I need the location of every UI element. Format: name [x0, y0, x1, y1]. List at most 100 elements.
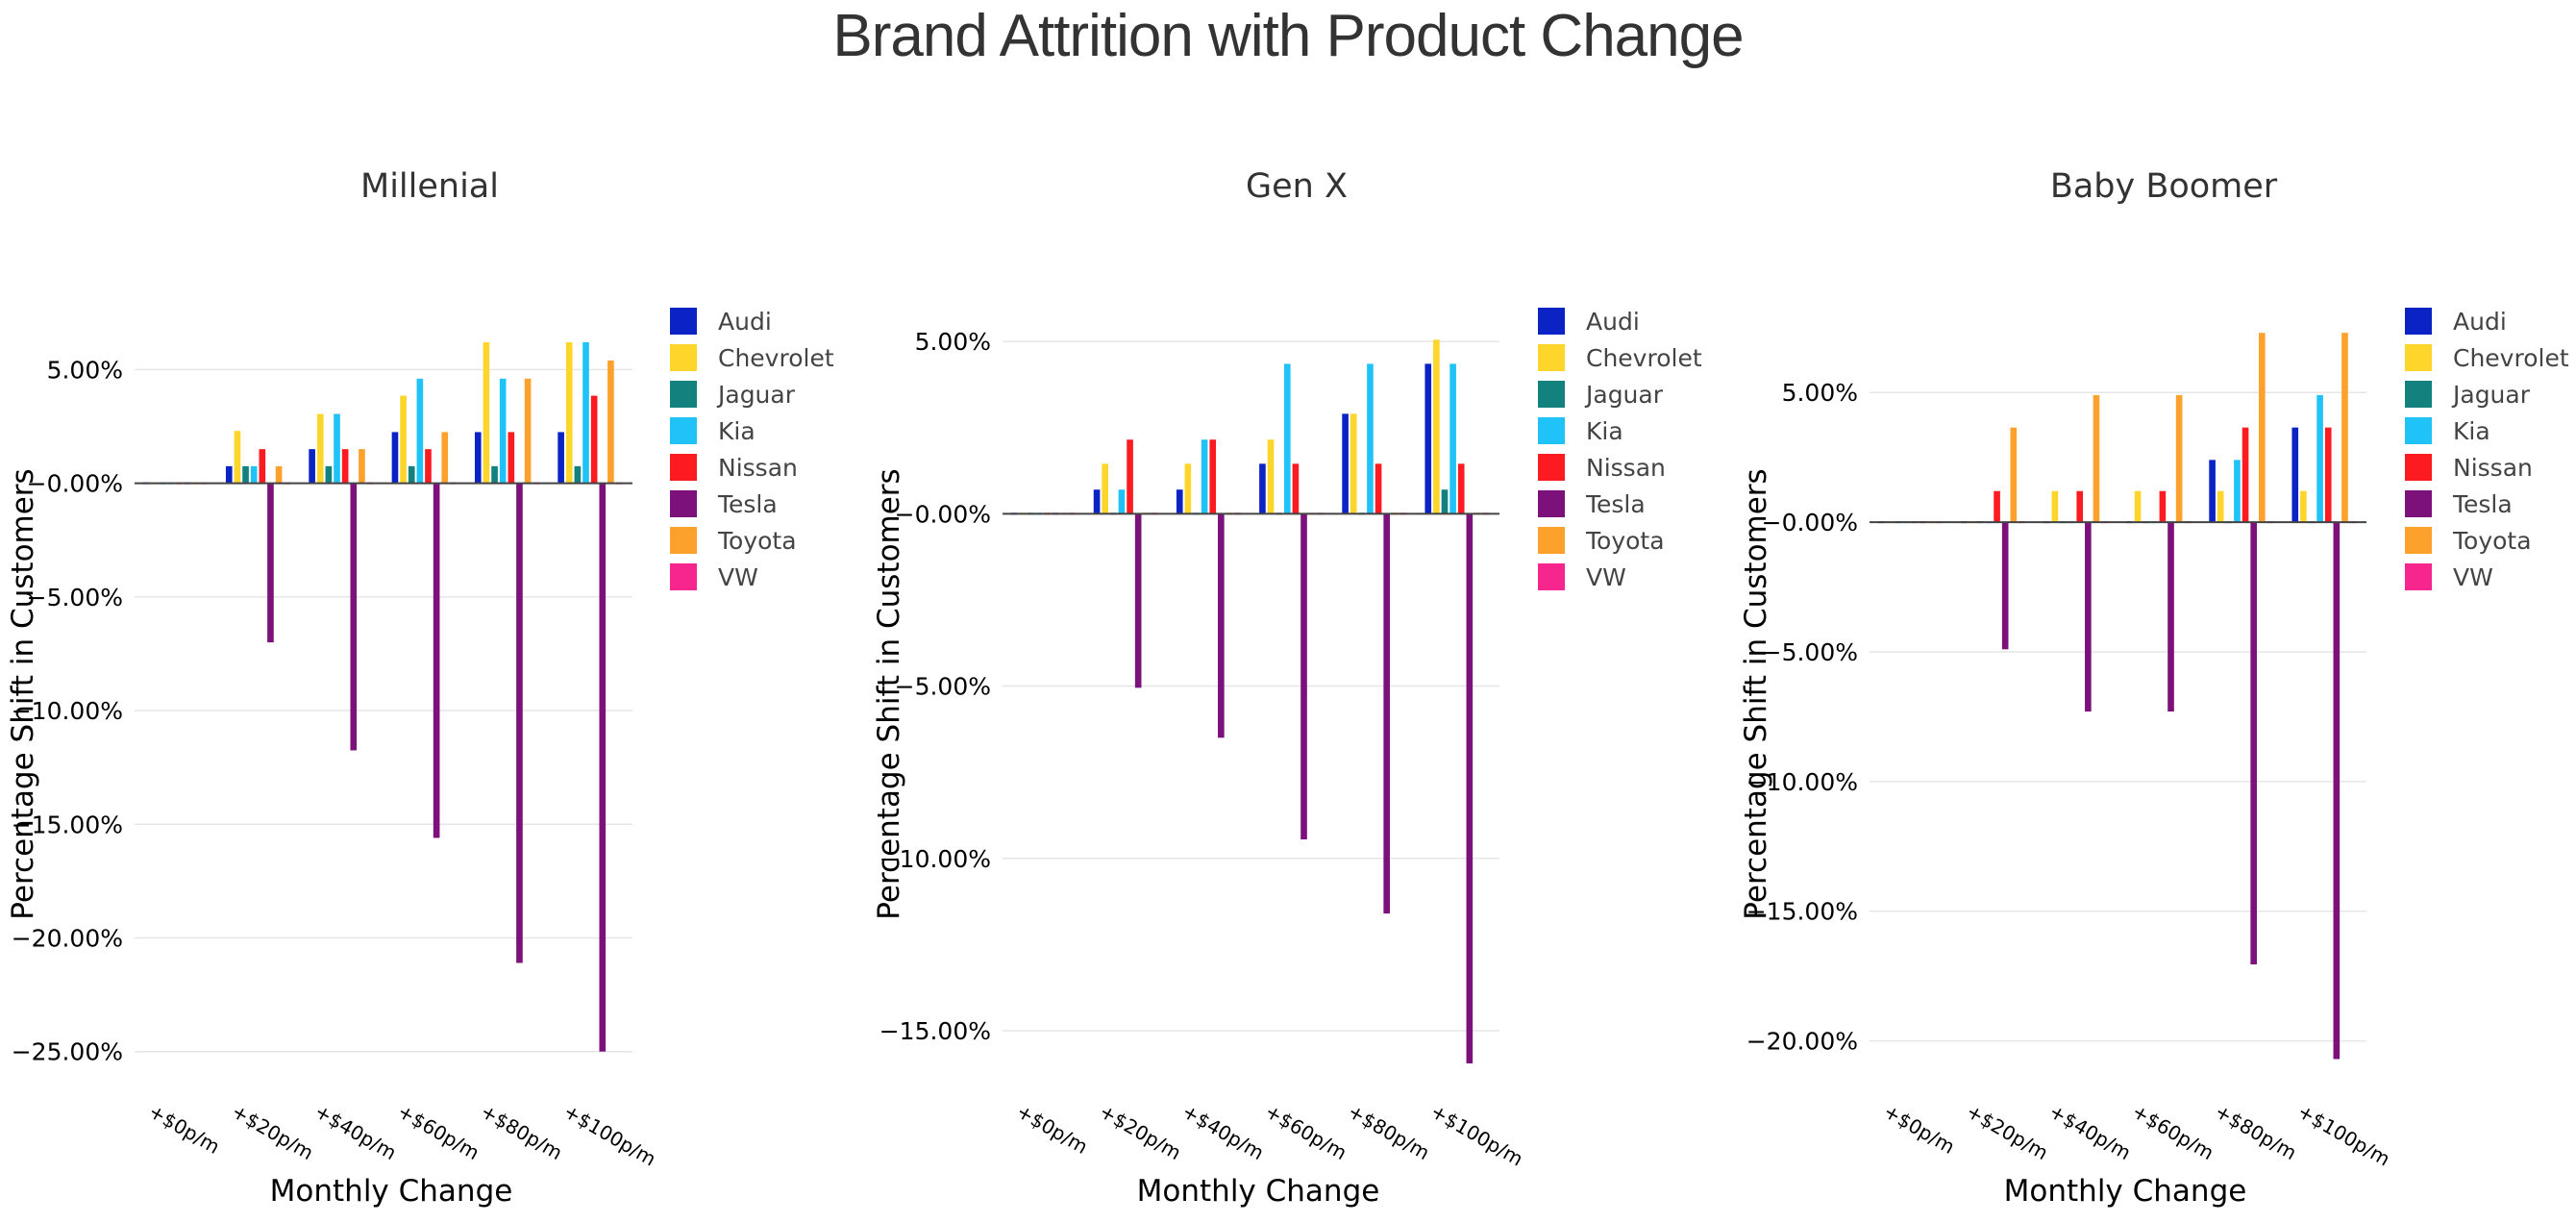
x-tick-label: +$0p/m [1013, 1100, 1092, 1159]
legend-swatch-chevrolet [2405, 344, 2432, 371]
bar-tesla [2250, 522, 2257, 965]
legend-label-kia: Kia [2453, 417, 2490, 445]
x-tick-label: +$40p/m [1178, 1100, 1268, 1165]
x-tick-label: +$80p/m [1344, 1100, 1433, 1165]
legend-swatch-kia [670, 417, 697, 444]
legend-swatch-toyota [670, 527, 697, 554]
bar-tesla [2167, 522, 2174, 712]
y-tick-label: −20.00% [1746, 1028, 1858, 1056]
legend-label-toyota: Toyota [717, 527, 797, 555]
bar-kia [1449, 363, 1456, 514]
bar-jaguar [574, 465, 582, 484]
legend-label-jaguar: Jaguar [1584, 381, 1664, 409]
y-tick-label: 5.00% [1782, 379, 1858, 407]
bar-nissan [2076, 490, 2084, 523]
bar-chevrolet [2051, 490, 2059, 523]
bar-audi [1259, 463, 1266, 514]
bar-kia [1283, 363, 1291, 514]
y-tick-label: −20.00% [12, 924, 123, 952]
bar-chevrolet [400, 395, 407, 484]
bar-kia [582, 342, 589, 484]
bar-tesla [1218, 513, 1225, 738]
y-tick-label: −0.00% [27, 470, 123, 498]
bar-toyota [607, 360, 614, 484]
bar-audi [1176, 489, 1183, 514]
bar-toyota [2093, 394, 2100, 523]
legend-label-vw: VW [1586, 563, 1626, 591]
bar-chevrolet [1102, 463, 1109, 514]
bar-audi [474, 432, 482, 484]
legend-label-audi: Audi [718, 308, 772, 336]
y-tick-label: 5.00% [915, 328, 991, 356]
bar-kia [1201, 439, 1208, 514]
legend-swatch-jaguar [670, 381, 697, 408]
y-tick-label: −5.00% [895, 673, 991, 701]
bar-audi [2291, 427, 2299, 523]
bar-jaguar [242, 465, 249, 484]
bar-audi [309, 449, 315, 484]
y-tick-label: −15.00% [1746, 898, 1858, 926]
bar-tesla [433, 483, 440, 838]
bar-audi [2209, 460, 2216, 523]
bar-nissan [508, 432, 515, 484]
y-tick-label: −5.00% [27, 584, 123, 612]
bar-tesla [2333, 522, 2341, 1060]
bar-nissan [1375, 463, 1382, 514]
bar-nissan [1209, 439, 1217, 514]
chart-main-title: Brand Attrition with Product Change [832, 3, 1744, 69]
legend-label-chevrolet: Chevrolet [718, 344, 834, 372]
legend-label-audi: Audi [1586, 308, 1640, 336]
bar-jaguar [1441, 489, 1449, 514]
bar-nissan [1457, 463, 1465, 514]
bar-nissan [425, 449, 432, 484]
bar-nissan [1994, 490, 2000, 523]
bar-nissan [341, 449, 349, 484]
legend-label-tesla: Tesla [1585, 490, 1646, 518]
bar-audi [225, 465, 233, 484]
legend-swatch-audi [670, 308, 697, 335]
legend-swatch-kia [1538, 417, 1565, 444]
bar-kia [499, 378, 507, 484]
panel-title: Gen X [1246, 167, 1348, 206]
bar-chevrolet [1267, 439, 1275, 514]
legend-label-kia: Kia [718, 417, 755, 445]
legend-label-toyota: Toyota [1585, 527, 1665, 555]
legend-label-chevrolet: Chevrolet [2453, 344, 2569, 372]
legend-label-toyota: Toyota [2452, 527, 2532, 555]
legend-label-jaguar: Jaguar [2451, 381, 2531, 409]
bar-jaguar [491, 465, 498, 484]
bar-tesla [267, 483, 274, 643]
legend-label-audi: Audi [2453, 308, 2507, 336]
legend-label-jaguar: Jaguar [716, 381, 796, 409]
legend-swatch-toyota [1538, 527, 1565, 554]
y-tick-label: −10.00% [1746, 768, 1858, 796]
x-tick-label: +$100p/m [2293, 1100, 2393, 1171]
bar-chevrolet [2217, 490, 2224, 523]
x-tick-label: +$20p/m [1963, 1100, 2052, 1165]
bar-tesla [2001, 522, 2009, 650]
bar-tesla [1383, 513, 1390, 914]
bar-chevrolet [483, 342, 490, 484]
y-tick-label: −0.00% [1762, 509, 1858, 537]
bar-toyota [2258, 333, 2266, 523]
legend-swatch-chevrolet [1538, 344, 1565, 371]
x-tick-label: +$0p/m [145, 1100, 224, 1159]
y-axis-label: Percentage Shift in Customers [1739, 468, 1773, 919]
x-tick-label: +$60p/m [394, 1100, 483, 1165]
bar-tesla [1134, 513, 1142, 688]
x-axis-label: Monthly Change [270, 1174, 513, 1209]
legend-swatch-tesla [1538, 490, 1565, 517]
bar-toyota [2010, 427, 2018, 523]
bar-toyota [2341, 333, 2348, 523]
bar-toyota [359, 449, 365, 484]
legend-label-vw: VW [2453, 563, 2493, 591]
bar-kia [416, 378, 424, 484]
legend-swatch-tesla [2405, 490, 2432, 517]
y-tick-label: −15.00% [12, 811, 123, 838]
x-tick-label: +$60p/m [1261, 1100, 1350, 1165]
legend-swatch-audi [1538, 308, 1565, 335]
bar-kia [2316, 394, 2323, 523]
y-tick-label: −25.00% [12, 1038, 123, 1066]
bar-tesla [1300, 513, 1307, 840]
legend-swatch-tesla [670, 490, 697, 517]
